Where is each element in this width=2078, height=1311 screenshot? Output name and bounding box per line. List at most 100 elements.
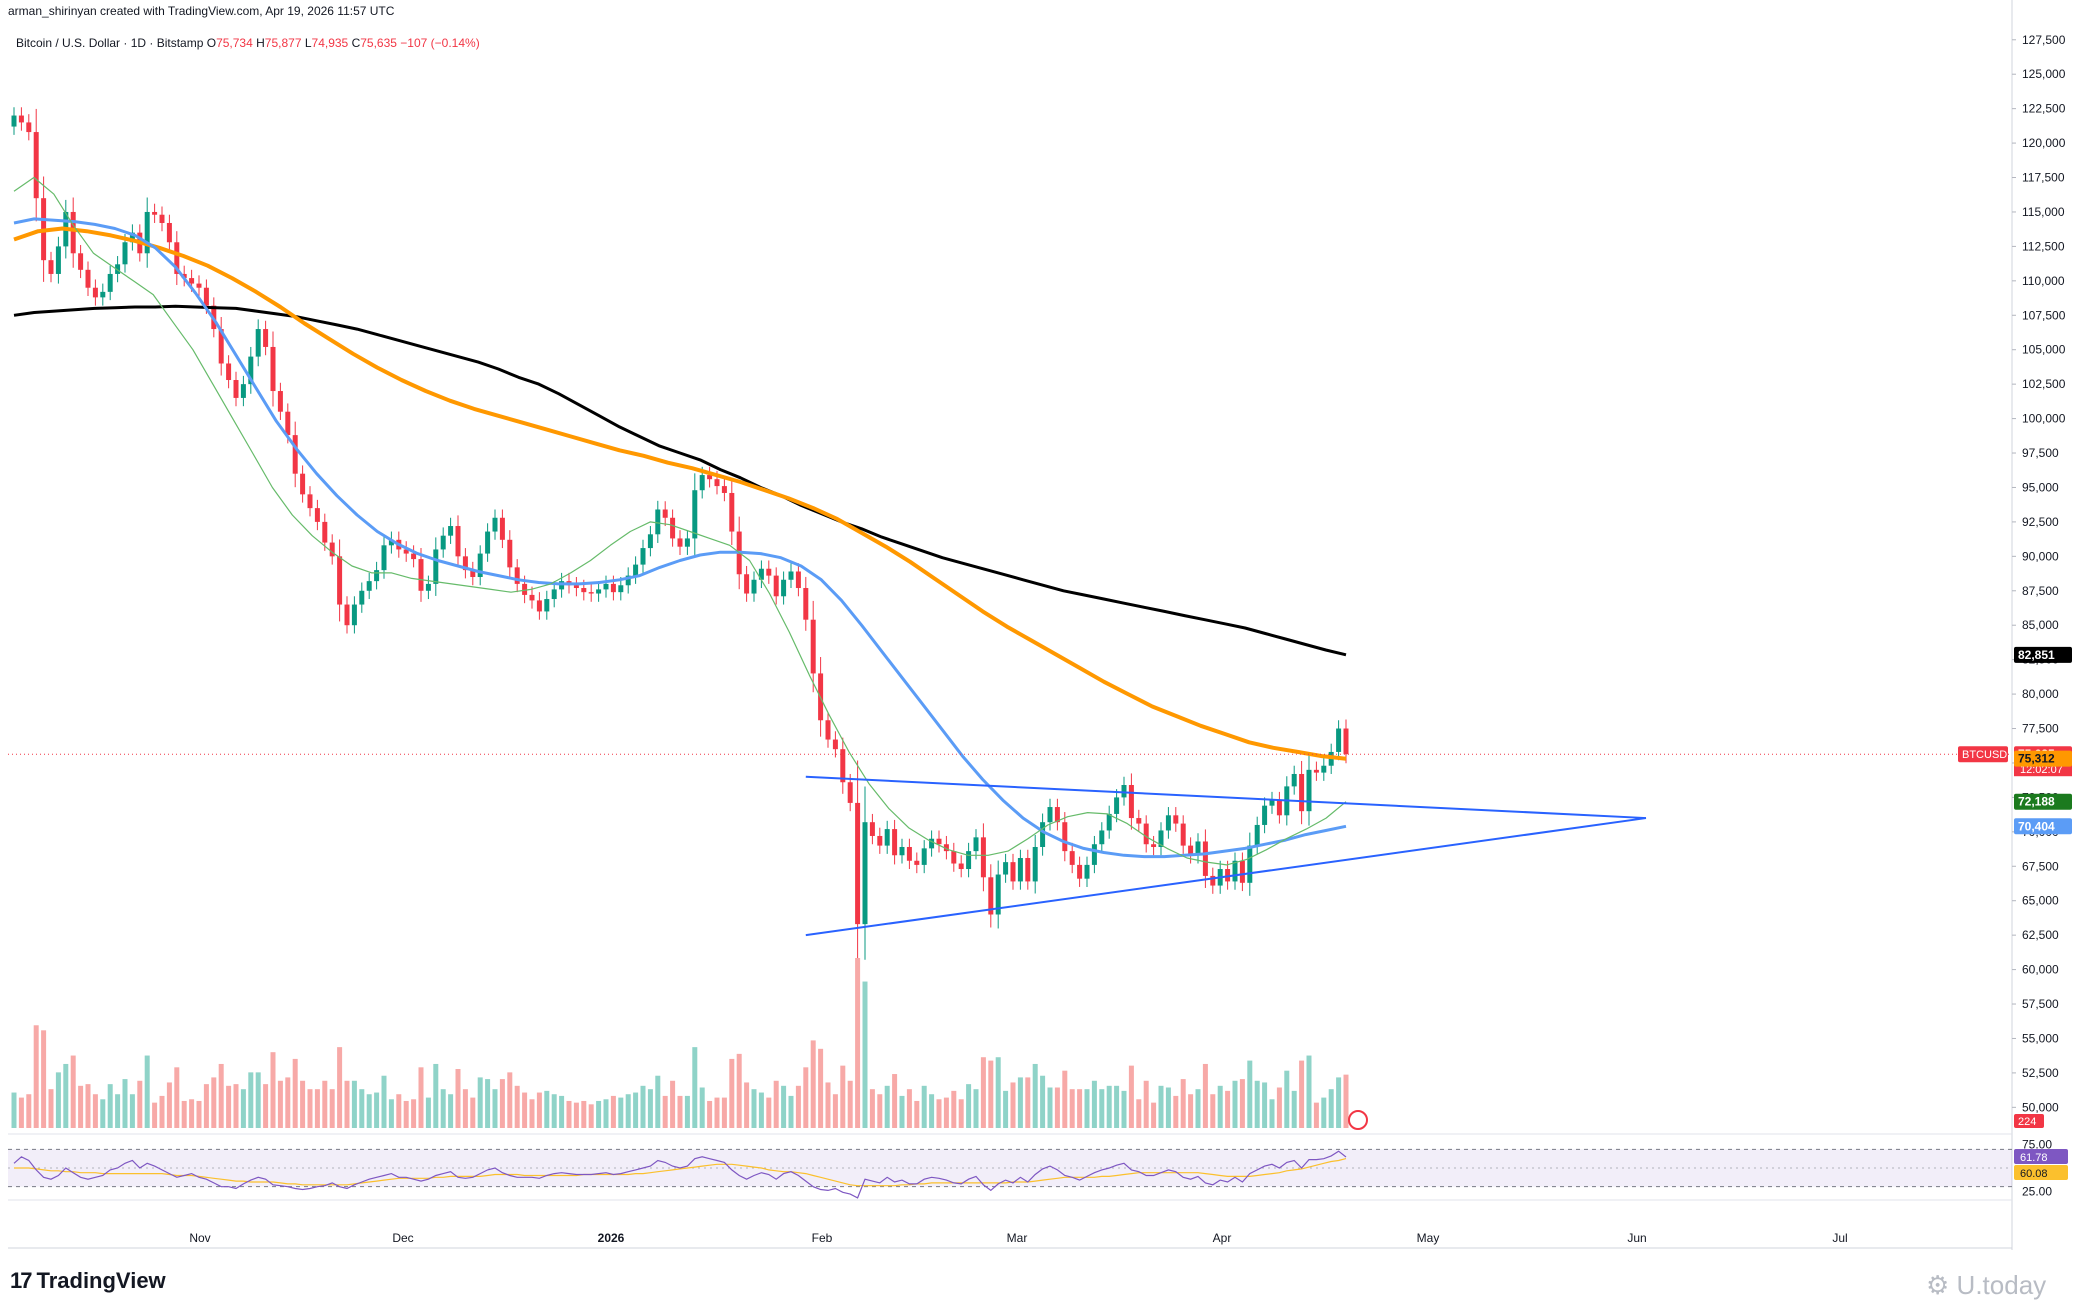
candle-down [825, 720, 831, 740]
candle-down [26, 122, 32, 133]
candle-up [1262, 805, 1268, 825]
countdown-label: 12:02:07 [2020, 764, 2063, 776]
candle-down [855, 802, 861, 925]
ma50-price-label: 70,404 [2018, 819, 2055, 833]
chart-credit: arman_shirinyan created with TradingView… [8, 4, 395, 18]
candle-down [159, 214, 165, 223]
us-flag-icon [1348, 1110, 1368, 1130]
candle-up [929, 838, 935, 849]
volume-bar [477, 1077, 483, 1128]
price-tick-label: 52,500 [2022, 1066, 2059, 1080]
volume-bar [1106, 1085, 1112, 1128]
volume-bar [263, 1084, 269, 1128]
candle-down [714, 479, 720, 487]
volume-bar [85, 1084, 91, 1128]
volume-bar [781, 1085, 787, 1128]
volume-bar [144, 1055, 150, 1128]
volume-bar [448, 1094, 454, 1128]
volume-bar [1291, 1090, 1297, 1128]
candle-down [943, 844, 949, 852]
ma100-price-label-bg [2014, 750, 2072, 767]
candle-down [1025, 858, 1031, 882]
volume-bar [63, 1063, 69, 1128]
candle-up [618, 585, 624, 593]
candle-down [847, 782, 853, 803]
price-tick-label: 117,500 [2022, 171, 2065, 185]
volume-bar [610, 1095, 616, 1128]
volume-bar [351, 1080, 357, 1128]
candle-down [677, 538, 683, 547]
price-tick-label: 62,500 [2022, 928, 2059, 942]
symbol-tag-label: BTCUSD [1962, 749, 2007, 761]
price-tick-label: 97,500 [2022, 446, 2059, 460]
volume-bar [411, 1099, 417, 1128]
candle-down [1062, 822, 1068, 852]
candle-up [655, 509, 661, 535]
rsi-tick-label: 75.00 [2022, 1138, 2052, 1152]
candle-up [1232, 860, 1238, 882]
triangle-lower-trendline [805, 817, 1647, 937]
volume-bar [1173, 1095, 1179, 1128]
candle-up [781, 579, 787, 597]
volume-bar [418, 1067, 424, 1128]
candle-up [1336, 728, 1342, 752]
ma20-price-label: 72,188 [2018, 795, 2055, 809]
candle-up [115, 264, 121, 274]
volume-bar [877, 1094, 883, 1128]
candle-up [603, 583, 609, 590]
volume-bar [973, 1089, 979, 1128]
candle-up [625, 575, 631, 586]
candle-down [1136, 818, 1142, 824]
volume-bar [196, 1100, 202, 1128]
candle-down [803, 588, 809, 620]
time-axis-label: Jun [1627, 1231, 1646, 1245]
volume-bar [1128, 1065, 1134, 1128]
volume-bar [322, 1080, 328, 1128]
candle-down [270, 346, 276, 392]
candle-down [411, 553, 417, 560]
volume-bar [1136, 1099, 1142, 1128]
low-label: L [304, 36, 312, 50]
watermark-text: U.today [1956, 1270, 2047, 1300]
candle-down [721, 486, 727, 493]
tradingview-logo: 17 TradingView [10, 1268, 166, 1294]
candle-up [240, 384, 246, 398]
price-tick-label: 127,500 [2022, 33, 2066, 47]
volume-bar [1321, 1097, 1327, 1128]
candle-up [1032, 846, 1038, 882]
candle-down [877, 835, 883, 846]
price-tick-label: 102,500 [2022, 377, 2066, 391]
volume-bar [721, 1097, 727, 1128]
price-tick-label: 87,500 [2022, 584, 2059, 598]
candle-down [277, 391, 283, 412]
volume-bar [300, 1080, 306, 1128]
volume-bar [929, 1094, 935, 1128]
candle-down [263, 329, 269, 347]
candle-down [1180, 823, 1186, 846]
candle-up [699, 475, 705, 491]
ma50-line [13, 217, 1347, 859]
candle-up [144, 211, 150, 254]
candle-up [366, 581, 372, 591]
volume-bar [107, 1084, 113, 1128]
volume-bar [943, 1097, 949, 1128]
price-tick-label: 92,500 [2022, 515, 2059, 529]
volume-bar [1254, 1080, 1260, 1128]
volume-bar [218, 1063, 224, 1128]
volume-bar [906, 1089, 912, 1128]
volume-bar [337, 1047, 343, 1128]
candle-down [892, 829, 898, 856]
volume-bar [618, 1097, 624, 1128]
volume-bar [1195, 1089, 1201, 1128]
candle-up [758, 568, 764, 580]
volume-bar [374, 1092, 380, 1128]
volume-bar [1202, 1063, 1208, 1128]
volume-bar [11, 1092, 17, 1128]
volume-bar [425, 1097, 431, 1128]
price-tick-label: 120,000 [2022, 136, 2066, 150]
candle-up [1269, 800, 1275, 806]
candle-up [255, 329, 261, 357]
candle-up [1306, 769, 1312, 812]
candle-up [751, 579, 757, 594]
